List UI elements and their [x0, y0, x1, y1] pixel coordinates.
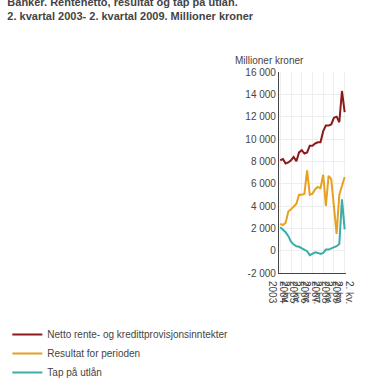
svg-text:2. kv.2004: 2. kv.2004	[278, 281, 302, 304]
svg-text:2. kv.2009: 2. kv.2009	[331, 281, 355, 304]
svg-text:Tap på utlån: Tap på utlån	[47, 367, 101, 378]
svg-text:10 000: 10 000	[245, 134, 276, 145]
svg-text:2. kv.2007: 2. kv.2007	[310, 281, 334, 304]
svg-text:8 000: 8 000	[251, 156, 276, 167]
svg-text:0: 0	[270, 245, 276, 256]
svg-text:12 000: 12 000	[245, 111, 276, 122]
svg-text:6 000: 6 000	[251, 178, 276, 189]
svg-text:4 000: 4 000	[251, 201, 276, 212]
svg-text:Netto rente- og kredittprovisj: Netto rente- og kredittprovisjonsinntekt…	[47, 329, 228, 340]
svg-text:Resultat for perioden: Resultat for perioden	[47, 348, 140, 359]
svg-text:16 000: 16 000	[245, 67, 276, 78]
svg-text:2. kv.2005: 2. kv.2005	[288, 281, 312, 304]
svg-text:14 000: 14 000	[245, 89, 276, 100]
svg-text:2. kv.2003: 2. kv.2003	[267, 281, 291, 304]
svg-text:Millioner kroner: Millioner kroner	[235, 55, 304, 66]
svg-text:2 000: 2 000	[251, 223, 276, 234]
svg-text:-2 000: -2 000	[248, 268, 277, 279]
svg-text:2. kv.2008: 2. kv.2008	[320, 281, 344, 304]
svg-text:2. kv.2006: 2. kv.2006	[299, 281, 323, 304]
svg-text:Banker. Rentenetto, resultat o: Banker. Rentenetto, resultat og tap på u…	[7, 0, 254, 22]
